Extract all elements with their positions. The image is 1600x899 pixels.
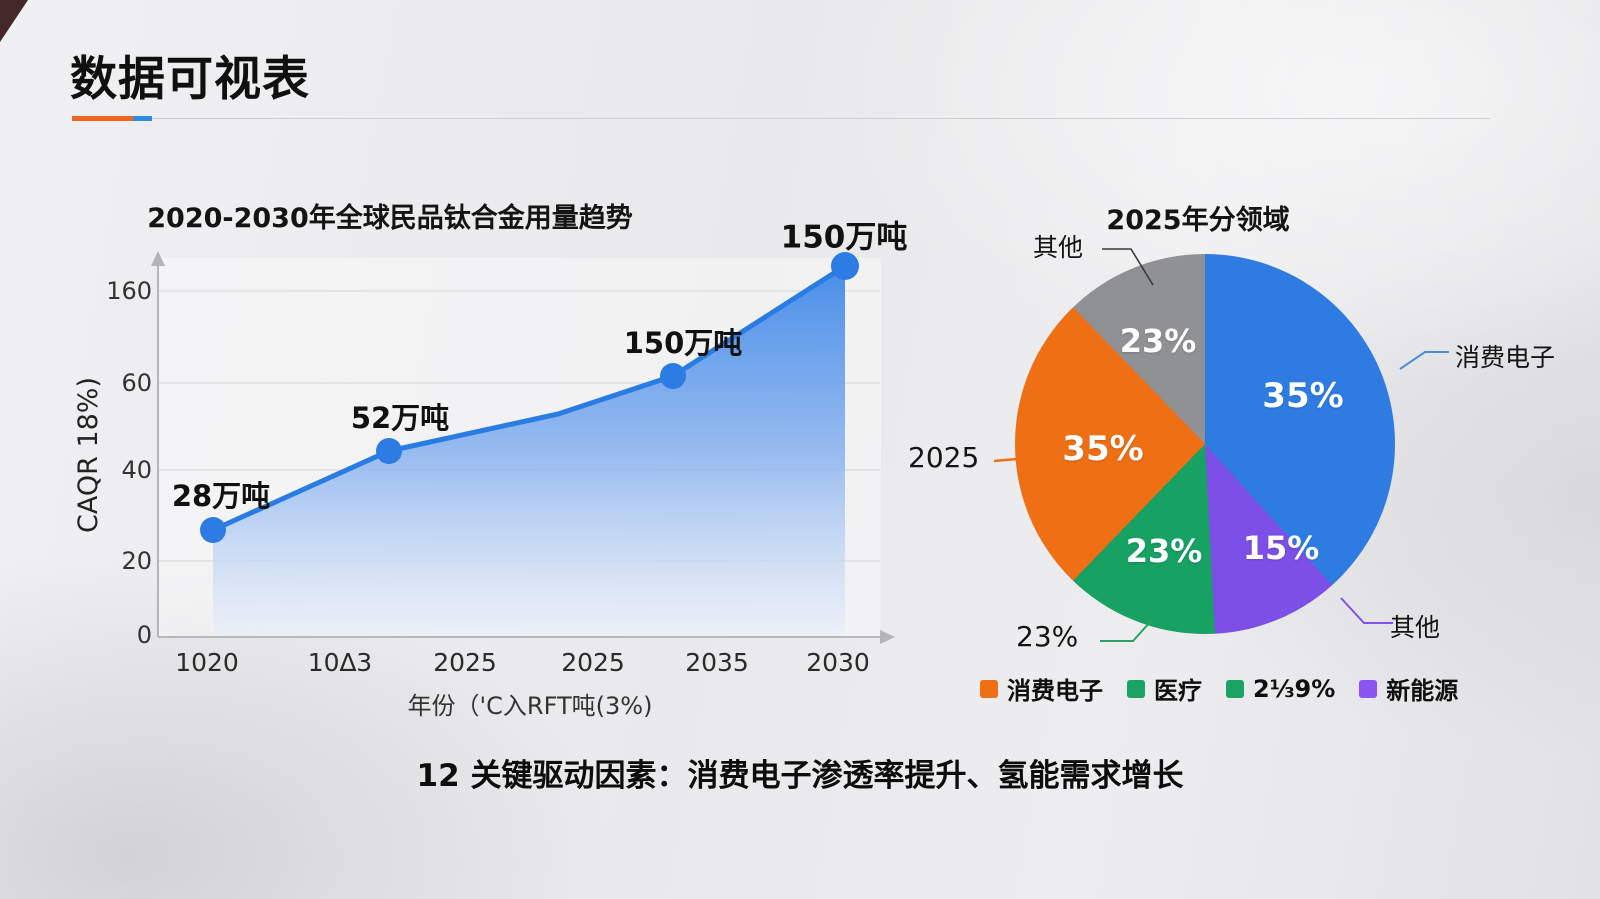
x-tick-6: 2030 <box>806 648 870 677</box>
point-label-3: 150万吨 <box>623 326 743 360</box>
legend-item-new-energy: 新能源 <box>1359 671 1458 706</box>
pie-chart <box>1015 254 1395 634</box>
title-underline-orange <box>72 116 133 121</box>
key-drivers-caption: 12 关键驱动因素：消费电子渗透率提升、氢能需求增长 <box>416 758 1184 794</box>
x-tick-5: 2035 <box>685 648 749 677</box>
legend-item-medical: 医疗 <box>1127 671 1202 706</box>
y-axis-arrow <box>151 251 165 266</box>
pie-pct-orange: 35% <box>1062 429 1144 469</box>
x-axis-arrow <box>880 630 895 644</box>
x-tick-2: 10∆3 <box>307 648 373 677</box>
trend-line <box>210 263 848 533</box>
callout-line-green-slice <box>1100 620 1152 642</box>
y-tick-40: 40 <box>121 456 152 484</box>
callout-label-gray-slice: 其他 <box>1033 233 1084 262</box>
legend-label: 医疗 <box>1154 677 1202 705</box>
data-point-markers <box>200 252 859 543</box>
point-label-2: 52万吨 <box>350 401 450 435</box>
x-tick-3: 2025 <box>433 648 497 677</box>
pie-pct-green: 23% <box>1125 532 1203 570</box>
x-tick-4: 2025 <box>561 648 625 677</box>
callout-label-orange-slice: 2025 <box>908 441 980 474</box>
legend-swatch-green <box>1226 679 1244 698</box>
y-tick-160: 160 <box>106 277 152 305</box>
axes <box>157 264 882 638</box>
title-divider-line <box>152 118 1490 119</box>
y-tick-0: 0 <box>136 621 152 649</box>
legend-swatch-green <box>1127 679 1145 698</box>
legend-item-garbled-pct: 2⅓9% <box>1226 675 1335 703</box>
pie-legend: 消费电子 医疗 2⅓9% 新能源 <box>980 671 1458 706</box>
callout-line-blue-slice <box>1399 351 1449 370</box>
x-axis-title: 年份（'C入RFT吨(3%) <box>407 692 653 720</box>
legend-swatch-purple <box>1359 679 1378 698</box>
area-series-fill <box>213 266 845 637</box>
title-underline-blue <box>133 116 152 121</box>
legend-label: 新能源 <box>1386 677 1459 705</box>
x-tick-1: 1020 <box>175 648 239 677</box>
pie-pct-blue: 35% <box>1262 376 1344 416</box>
pie-pct-purple: 15% <box>1242 529 1320 567</box>
point-label-4: 150万吨 <box>780 219 908 256</box>
legend-swatch-orange <box>980 679 998 698</box>
page-title: 数据可视表 <box>70 52 310 107</box>
callout-line-orange-slice <box>993 455 1042 463</box>
y-tick-60: 60 <box>121 369 152 397</box>
callout-label-green-slice: 23% <box>1016 620 1079 653</box>
pie-chart-title: 2025年分领域 <box>1106 205 1290 236</box>
callout-label-blue-slice: 消费电子 <box>1455 343 1556 372</box>
callout-line-gray-slice <box>1102 248 1154 286</box>
pie-pct-gray: 23% <box>1119 322 1197 360</box>
point-label-1: 28万吨 <box>171 479 271 513</box>
legend-item-consumer-electronics: 消费电子 <box>980 671 1103 706</box>
legend-label: 消费电子 <box>1007 677 1103 705</box>
callout-label-purple-slice: 其他 <box>1390 613 1441 642</box>
legend-label: 2⅓9% <box>1253 674 1336 703</box>
y-tick-20: 20 <box>121 547 152 575</box>
callout-line-purple-slice <box>1340 597 1393 624</box>
area-chart-title: 2020-2030年全球民品钛合金用量趋势 <box>147 203 633 234</box>
